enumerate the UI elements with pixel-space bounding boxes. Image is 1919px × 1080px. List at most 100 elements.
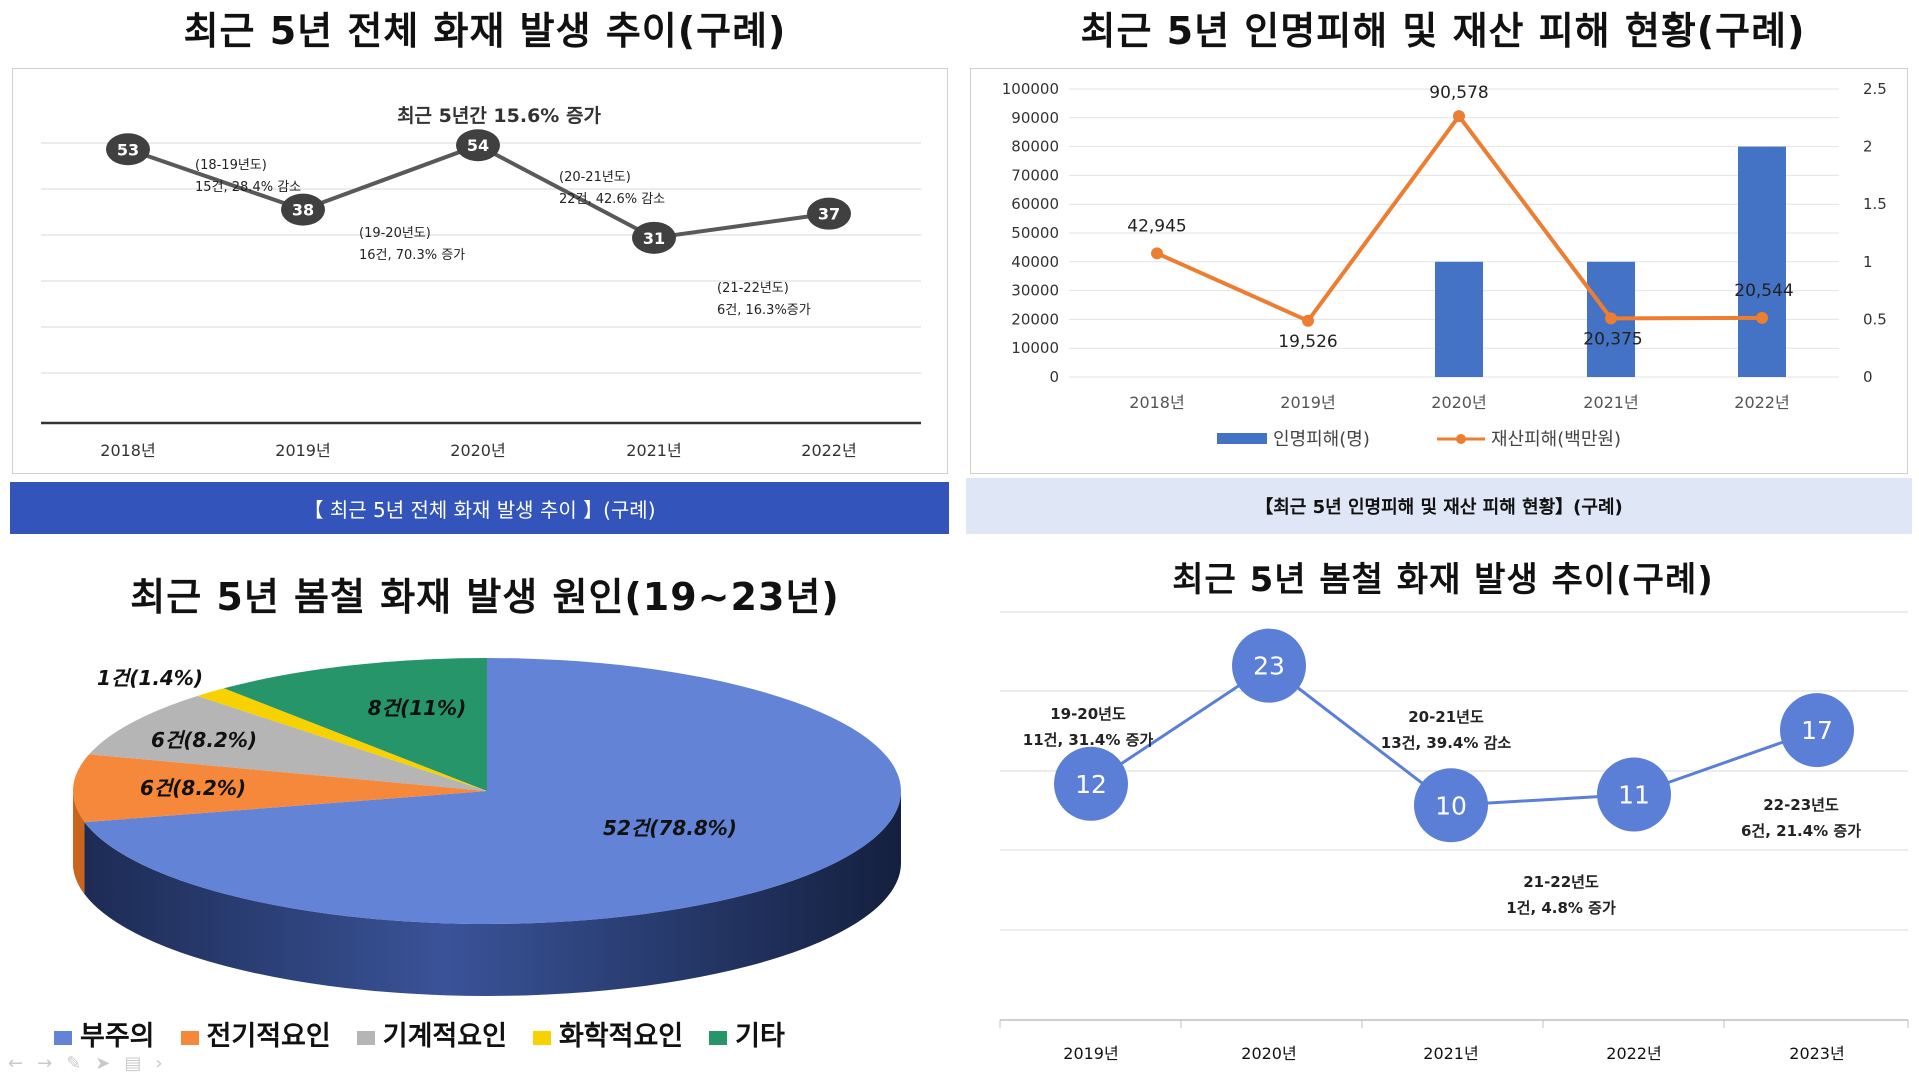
legend-swatch — [54, 1030, 72, 1045]
data-point — [1414, 768, 1488, 843]
x-tick-label: 2022년 — [1606, 1044, 1661, 1063]
annotation-change: 6건, 16.3%증가 — [717, 303, 811, 318]
data-label: 31 — [643, 229, 665, 248]
data-label: 23 — [1253, 652, 1285, 681]
data-point-property — [1453, 110, 1465, 123]
data-point — [1054, 746, 1128, 821]
y-left-tick-label: 80000 — [1011, 138, 1059, 156]
annotation-change: 11건, 31.4% 증가 — [1023, 731, 1154, 749]
banner-damage: 【최근 5년 인명피해 및 재산 피해 현황】(구례) — [966, 478, 1912, 534]
legend-label: 기계적요인 — [382, 1021, 507, 1052]
data-label: 12 — [1075, 770, 1107, 799]
y-left-tick-label: 100000 — [1002, 80, 1059, 98]
legend-swatch — [180, 1030, 199, 1045]
pie-slice-4 — [197, 688, 487, 791]
data-point — [632, 221, 676, 254]
legend-label: 기타 — [735, 1021, 785, 1052]
x-tick-label: 2021년 — [626, 441, 681, 460]
legend-item: 부주의 — [54, 1014, 155, 1053]
data-label: 11 — [1618, 781, 1650, 810]
pie-data-label: 1건(1.4%) — [97, 666, 203, 690]
slides-icon[interactable]: ▤ — [124, 1053, 142, 1074]
x-tick-label: 2021년 — [1583, 393, 1638, 412]
pie-data-label: 8건(11%) — [368, 696, 466, 720]
annotation-period: (21-22년도) — [717, 281, 789, 296]
x-tick-label: 2023년 — [1789, 1044, 1844, 1063]
data-point — [456, 129, 500, 162]
annotation-period: 19-20년도 — [1050, 705, 1126, 723]
data-label-property: 19,526 — [1278, 332, 1337, 352]
pie-legend: 부주의 전기적요인 기계적요인 화학적요인 기타 — [54, 1014, 785, 1053]
data-point — [1780, 693, 1854, 768]
title-spring-fire-causes: 최근 5년 봄철 화재 발생 원인(19~23년) — [130, 575, 840, 619]
annotation-period: (18-19년도) — [195, 158, 267, 173]
title-damage-status: 최근 5년 인명피해 및 재산 피해 현황(구례) — [1080, 9, 1806, 53]
pie-slice-1 — [84, 658, 902, 924]
x-tick-label: 2018년 — [1129, 393, 1184, 412]
banner-total-fire: 【 최근 5년 전체 화재 발생 추이 】(구례) — [10, 482, 949, 534]
next-arrow-icon[interactable]: → — [37, 1053, 53, 1074]
data-label: 17 — [1801, 716, 1833, 745]
total-fire-trend-chart: 최근 5년간 15.6% 증가 53 38 54 31 37 2018년 2019년 2020년… — [41, 105, 921, 460]
pie-data-label: 6건(8.2%) — [151, 728, 257, 752]
data-label-property: 42,945 — [1127, 216, 1186, 236]
slide-toolbar[interactable]: ← → ✎ ➤ ▤ › — [8, 1053, 163, 1074]
data-point — [1232, 628, 1306, 703]
pie-slice-5 — [223, 658, 487, 791]
x-tick-label: 2019년 — [1063, 1044, 1118, 1063]
legend-label: 화학적요인 — [558, 1021, 684, 1052]
data-label-property: 90,578 — [1429, 83, 1488, 103]
bar-casualty — [1435, 261, 1483, 377]
x-tick-label: 2020년 — [1431, 393, 1486, 412]
legend-swatch — [356, 1030, 375, 1045]
y-left-tick-label: 70000 — [1011, 166, 1059, 184]
legend-label: 전기적요인 — [206, 1021, 331, 1052]
y-left-tick-label: 20000 — [1011, 310, 1059, 328]
damage-combo-chart: 0 10000 20000 30000 40000 50000 60000 70000 8000… — [1002, 80, 1887, 450]
data-label: 54 — [467, 136, 489, 155]
pie-side-orange — [73, 791, 85, 895]
annotation-change: 22건, 42.6% 감소 — [559, 192, 665, 207]
data-point — [281, 193, 325, 226]
annotation-change: 6건, 21.4% 증가 — [1741, 822, 1861, 840]
title-total-fire-trend: 최근 5년 전체 화재 발생 추이(구례) — [183, 9, 787, 53]
legend-swatch-casualty — [1217, 433, 1267, 444]
data-label: 38 — [292, 201, 314, 220]
y-left-tick-label: 10000 — [1011, 339, 1059, 357]
legend-item: 전기적요인 — [180, 1014, 331, 1053]
x-tick-label: 2020년 — [1241, 1044, 1296, 1063]
legend-label: 부주의 — [80, 1021, 155, 1052]
x-tick-label: 2021년 — [1423, 1044, 1478, 1063]
data-point — [1597, 757, 1671, 832]
pointer-icon[interactable]: ➤ — [95, 1053, 111, 1074]
y-left-tick-label: 90000 — [1011, 109, 1059, 127]
x-tick-label: 2020년 — [450, 441, 505, 460]
y-right-tick-label: 2 — [1863, 138, 1873, 156]
data-label-property: 20,375 — [1583, 329, 1642, 349]
pen-icon[interactable]: ✎ — [66, 1053, 82, 1074]
legend-swatch — [709, 1030, 728, 1045]
data-label: 53 — [117, 140, 139, 159]
spring-fire-trend-chart: 12 23 10 11 17 2019년 2020년 2021년 2022년 2023년 19-20… — [999, 611, 1909, 1063]
data-point-property — [1151, 247, 1163, 260]
annotation-change: 1건, 4.8% 증가 — [1506, 899, 1616, 917]
data-point-property — [1302, 314, 1314, 327]
x-tick-label: 2019년 — [275, 441, 330, 460]
more-icon[interactable]: › — [155, 1053, 163, 1074]
pie-data-label: 52건(78.8%) — [603, 816, 737, 840]
data-label-property: 20,544 — [1734, 281, 1793, 301]
data-label: 37 — [818, 205, 840, 224]
x-tick-label: 2022년 — [1734, 393, 1789, 412]
prev-arrow-icon[interactable]: ← — [8, 1053, 24, 1074]
legend-label-property: 재산피해(백만원) — [1491, 429, 1621, 450]
x-tick-label: 2019년 — [1280, 393, 1335, 412]
y-left-tick-label: 0 — [1049, 368, 1059, 386]
annotation-period: (19-20년도) — [359, 226, 431, 241]
y-right-tick-label: 1.5 — [1863, 195, 1887, 213]
x-tick-label: 2018년 — [100, 441, 155, 460]
spring-fire-causes-pie: 52건(78.8%) 6건(8.2%) 6건(8.2%) 1건(1.4%) 8건(11%… — [72, 658, 902, 996]
data-point-property — [1605, 312, 1617, 325]
legend-marker-property — [1456, 434, 1466, 444]
annotation-period: 20-21년도 — [1408, 708, 1484, 726]
chart-panel-damage: 0 10000 20000 30000 40000 50000 60000 70000 8000… — [970, 68, 1908, 474]
